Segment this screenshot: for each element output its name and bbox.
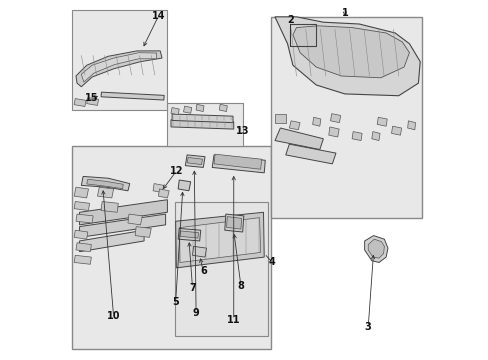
Text: 7: 7 [189, 283, 196, 293]
Polygon shape [180, 231, 198, 238]
Polygon shape [212, 155, 265, 173]
Polygon shape [292, 26, 408, 78]
Polygon shape [274, 17, 419, 96]
Polygon shape [367, 239, 384, 258]
Polygon shape [214, 154, 261, 169]
Text: 10: 10 [107, 311, 120, 321]
Polygon shape [74, 230, 88, 239]
Polygon shape [183, 106, 191, 113]
Polygon shape [74, 202, 89, 211]
Polygon shape [128, 214, 142, 225]
Polygon shape [285, 144, 335, 164]
Bar [167, 103, 242, 146]
Polygon shape [289, 121, 300, 130]
Polygon shape [312, 117, 320, 126]
Polygon shape [80, 200, 167, 225]
Bar [174, 202, 267, 336]
Text: 14: 14 [151, 11, 165, 21]
Polygon shape [196, 104, 203, 112]
Polygon shape [74, 99, 86, 107]
Polygon shape [192, 246, 206, 257]
Text: 5: 5 [172, 297, 179, 307]
Polygon shape [224, 214, 244, 232]
Bar [72, 10, 167, 110]
Polygon shape [101, 202, 118, 212]
Polygon shape [135, 226, 151, 237]
Text: 9: 9 [192, 308, 199, 318]
Polygon shape [175, 212, 264, 268]
Polygon shape [364, 235, 387, 262]
Polygon shape [185, 155, 204, 167]
Text: 13: 13 [236, 126, 249, 135]
Polygon shape [74, 255, 91, 264]
Polygon shape [376, 117, 386, 126]
Polygon shape [80, 230, 144, 252]
Polygon shape [371, 132, 379, 140]
Polygon shape [219, 104, 227, 112]
Polygon shape [351, 132, 362, 140]
Polygon shape [97, 187, 113, 198]
Polygon shape [274, 128, 323, 149]
Bar [72, 146, 271, 348]
Polygon shape [328, 127, 339, 137]
Polygon shape [153, 184, 163, 193]
Polygon shape [226, 217, 241, 229]
Polygon shape [178, 228, 201, 241]
Polygon shape [86, 98, 99, 105]
Polygon shape [74, 187, 88, 198]
Polygon shape [76, 51, 162, 87]
Polygon shape [158, 189, 169, 198]
Polygon shape [81, 176, 129, 191]
Polygon shape [274, 114, 285, 123]
Polygon shape [172, 114, 233, 123]
Text: 2: 2 [286, 15, 293, 26]
Polygon shape [76, 243, 91, 252]
Polygon shape [330, 114, 340, 123]
Bar [290, 24, 316, 45]
Text: 11: 11 [226, 315, 240, 325]
Text: 4: 4 [268, 257, 275, 267]
Text: 6: 6 [200, 266, 206, 276]
Text: 15: 15 [85, 93, 99, 103]
Text: 8: 8 [237, 281, 244, 291]
Text: 12: 12 [169, 166, 183, 176]
Polygon shape [76, 214, 93, 223]
Text: 1: 1 [341, 8, 347, 18]
Polygon shape [179, 218, 260, 262]
Polygon shape [171, 120, 233, 129]
Polygon shape [80, 214, 165, 237]
Bar [271, 17, 421, 218]
Polygon shape [101, 92, 164, 100]
Polygon shape [178, 180, 190, 191]
Polygon shape [187, 157, 202, 165]
Polygon shape [391, 126, 401, 135]
Polygon shape [407, 121, 415, 130]
Polygon shape [86, 179, 123, 189]
Polygon shape [81, 53, 156, 82]
Text: 3: 3 [364, 322, 371, 332]
Polygon shape [171, 108, 179, 115]
